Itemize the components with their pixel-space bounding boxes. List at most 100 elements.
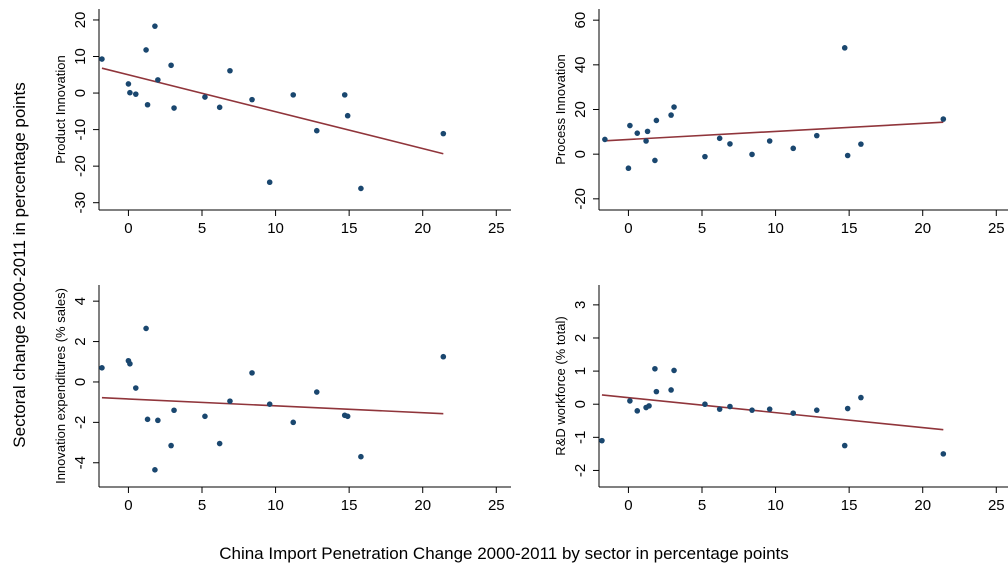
x-tick-label: 10 <box>267 220 284 237</box>
x-tick-label: 0 <box>624 497 632 514</box>
data-point <box>813 132 820 139</box>
y-tick-label: -20 <box>572 188 589 210</box>
y-tick-label: 0 <box>572 150 589 158</box>
data-point <box>813 407 820 413</box>
x-tick-label: 5 <box>698 220 706 237</box>
data-point <box>844 405 851 412</box>
data-point <box>749 407 755 413</box>
data-point <box>653 388 660 395</box>
data-point <box>266 179 273 186</box>
data-point <box>766 138 773 144</box>
data-point <box>127 89 133 96</box>
data-point <box>168 62 174 69</box>
data-point <box>344 413 351 420</box>
data-point <box>766 406 773 412</box>
y-tick-label: -2 <box>72 416 89 429</box>
x-tick-label: 25 <box>988 220 1005 237</box>
data-point <box>940 451 947 457</box>
y-tick-label: -30 <box>72 192 89 214</box>
x-tick-label: 20 <box>914 497 931 514</box>
data-point <box>227 67 233 74</box>
data-point <box>625 165 632 172</box>
x-tick-label: 15 <box>341 497 358 514</box>
data-point <box>344 112 351 119</box>
data-point <box>152 23 158 29</box>
y-tick-label: 2 <box>72 337 89 345</box>
panel-y-axis-label: Product Innovation <box>53 55 68 163</box>
data-point <box>144 101 151 108</box>
data-point <box>127 360 133 367</box>
data-point <box>143 325 149 332</box>
data-point <box>841 442 848 449</box>
data-point <box>602 136 608 143</box>
data-point <box>634 130 641 136</box>
data-point <box>358 185 364 192</box>
data-point <box>858 141 864 147</box>
x-tick-label: 25 <box>488 497 505 514</box>
x-tick-label: 5 <box>198 220 206 237</box>
data-point <box>702 401 708 408</box>
data-point <box>716 135 723 142</box>
data-point <box>627 398 633 404</box>
panel-innovation-expenditures: 0 5 10 15 20 25 -4 -2 0 2 4 Innovation expenditures… <box>53 285 511 514</box>
data-point <box>202 94 208 100</box>
y-tick-label: -20 <box>72 155 89 177</box>
panel-process-innovation: 0 5 10 15 20 25 -20 0 20 40 60 Process Innovation <box>553 9 1008 237</box>
data-point <box>144 416 151 423</box>
x-tick-label: 20 <box>414 497 431 514</box>
data-point <box>152 467 158 473</box>
x-tick-label: 15 <box>841 497 858 514</box>
x-tick-label: 0 <box>124 220 132 237</box>
y-tick-label: 60 <box>572 12 589 29</box>
data-point <box>99 56 105 62</box>
x-tick-label: 0 <box>624 220 632 237</box>
figure-x-axis-label: China Import Penetration Change 2000-201… <box>219 544 789 563</box>
y-tick-label: 3 <box>572 301 589 309</box>
x-tick-label: 5 <box>698 497 706 514</box>
data-point <box>858 394 864 401</box>
panel-y-axis-label: Process Innovation <box>553 54 568 165</box>
y-tick-label: 4 <box>72 297 89 305</box>
x-tick-label: 25 <box>488 220 505 237</box>
y-tick-label: 1 <box>572 367 589 375</box>
x-tick-label: 10 <box>267 497 284 514</box>
data-point <box>290 419 297 426</box>
data-point <box>652 157 658 164</box>
data-point <box>644 128 651 135</box>
data-point <box>358 453 364 460</box>
data-point <box>132 385 139 391</box>
data-point <box>671 104 677 110</box>
figure-y-axis-label: Sectoral change 2000-2011 in percentage … <box>10 82 29 447</box>
data-point <box>627 122 633 129</box>
data-point <box>341 92 348 98</box>
data-point <box>132 91 139 97</box>
data-point <box>653 117 660 124</box>
x-tick-label: 0 <box>124 497 132 514</box>
data-point <box>216 104 223 111</box>
data-point <box>749 151 755 158</box>
data-point <box>249 96 255 103</box>
x-tick-label: 20 <box>414 220 431 237</box>
fitted-line <box>101 67 444 155</box>
panel-y-axis-label: Innovation expenditures (% sales) <box>53 288 68 484</box>
data-point <box>440 130 447 137</box>
data-point <box>652 365 658 372</box>
data-point <box>727 403 733 410</box>
data-point <box>790 145 797 152</box>
data-point <box>290 92 297 98</box>
y-tick-label: 0 <box>572 400 589 408</box>
data-point <box>99 365 105 371</box>
y-tick-label: 0 <box>72 89 89 97</box>
data-point <box>646 403 652 409</box>
data-point <box>313 127 320 134</box>
y-tick-label: 20 <box>572 101 589 118</box>
x-tick-label: 25 <box>988 497 1005 514</box>
data-point <box>155 417 161 424</box>
y-tick-label: 20 <box>72 12 89 29</box>
data-point <box>266 401 273 407</box>
panel-y-axis-label: R&D workforce (% total) <box>553 316 568 455</box>
y-tick-label: -10 <box>72 119 89 141</box>
data-point <box>171 407 177 414</box>
data-point <box>716 406 723 412</box>
